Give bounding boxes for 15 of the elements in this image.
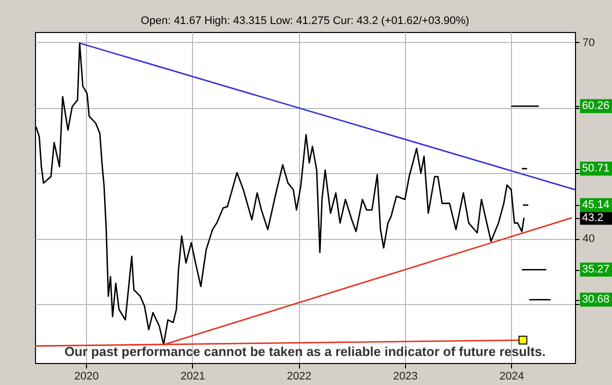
- chart-title: Open: 41.67 High: 43.315 Low: 41.275 Cur: 43.2 (+01.62/+03.90%): [140, 15, 470, 27]
- x-tick-label: 2020: [74, 370, 99, 382]
- y-tick-label: 30.68: [582, 294, 610, 306]
- y-tick-label: 50.71: [582, 162, 610, 175]
- y-tick-label: 45.14: [582, 199, 610, 212]
- x-tick-label: 2021: [180, 370, 206, 382]
- x-tick-label: 2024: [499, 370, 524, 382]
- y-tick-label: 60.26: [582, 100, 610, 112]
- y-tick-label: 43.2: [582, 212, 604, 224]
- y-tick-label: 70: [582, 36, 595, 49]
- y-tick-label: 35.27: [582, 264, 610, 276]
- annotation: Our past performance cannot be taken as a reliable indicator of future results.: [64, 344, 546, 359]
- x-tick-label: 2022: [286, 370, 312, 382]
- y-tick-label: 40: [582, 233, 595, 246]
- x-tick-label: 2023: [393, 370, 418, 382]
